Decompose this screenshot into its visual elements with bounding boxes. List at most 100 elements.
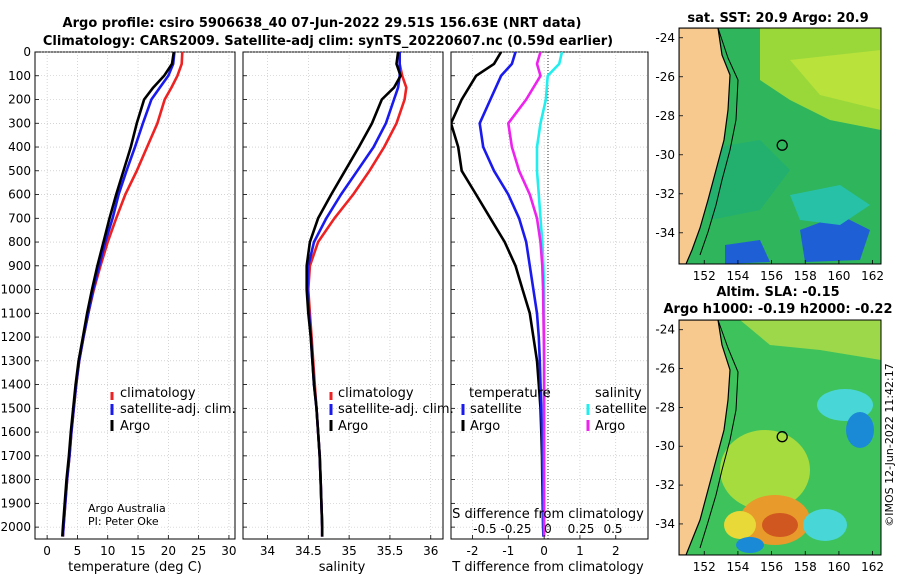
x-tick-label: 10 — [100, 544, 115, 558]
x-tick-label: 2 — [612, 544, 620, 558]
map-y-tick-label: -34 — [655, 517, 675, 531]
legend-climatology: climatology — [338, 386, 414, 401]
land-australia — [679, 320, 731, 555]
legend-climatology: climatology — [120, 386, 196, 401]
map-x-tick-label: 154 — [726, 560, 749, 574]
top-tick: -0.25 — [500, 522, 531, 536]
sst-map-title: sat. SST: 20.9 Argo: 20.9 — [687, 11, 868, 26]
map-y-tick-label: -24 — [655, 31, 675, 45]
sla-peak — [762, 513, 798, 537]
sla-high-region — [740, 320, 881, 360]
x-tick-label: 36 — [423, 544, 438, 558]
sla-high-region — [724, 511, 756, 539]
legend-temperature-title: temperature — [469, 386, 551, 401]
map-y-tick-label: -30 — [655, 439, 675, 453]
sla-low-region — [736, 537, 764, 553]
sst-map: sat. SST: 20.9 Argo: 20.9 152 154 156 158 16… — [655, 11, 884, 283]
salinity-series-argo — [305, 52, 402, 537]
map-y-tick-label: -34 — [655, 226, 675, 240]
difference-xlabel: T difference from climatology — [451, 560, 644, 575]
y-tick-label: 1200 — [0, 330, 31, 344]
top-tick: 0.5 — [603, 522, 622, 536]
y-tick-label: 1400 — [0, 378, 31, 392]
map-y-tick-label: -26 — [655, 70, 675, 84]
legend-satellite-adj: satellite-adj. clim. — [338, 402, 454, 417]
map-x-tick-label: 162 — [861, 560, 884, 574]
map-y-tick-label: -30 — [655, 148, 675, 162]
legend-salinity-title: salinity — [595, 386, 642, 401]
difference-top-ticks: -0.5 -0.25 0 0.25 0.5 — [473, 522, 622, 536]
legend-argo: Argo — [120, 419, 150, 434]
header-line2: Climatology: CARS2009. Satellite-adj cli… — [43, 34, 613, 49]
sla-low-region — [803, 509, 847, 541]
y-tick-label: 1500 — [0, 401, 31, 415]
map-x-tick-label: 160 — [827, 269, 850, 283]
map-x-tick-label: 156 — [760, 560, 783, 574]
top-tick: -0.5 — [473, 522, 496, 536]
sla-high-region — [720, 430, 810, 510]
map-x-tick-label: 158 — [794, 560, 817, 574]
map-x-tick-label: 156 — [760, 269, 783, 283]
map-x-tick-label: 160 — [827, 560, 850, 574]
sla-low-region — [846, 412, 874, 448]
y-tick-label: 1800 — [0, 473, 31, 487]
y-tick-label: 1300 — [0, 354, 31, 368]
x-tick-label: 0 — [43, 544, 51, 558]
y-tick-label: 800 — [8, 235, 31, 249]
map-y-tick-label: -32 — [655, 478, 675, 492]
annotation-pi: PI: Peter Oke — [88, 515, 159, 528]
x-tick-label: 34.5 — [295, 544, 322, 558]
y-tick-label: 700 — [8, 211, 31, 225]
sla-map-title-2: Argo h1000: -0.19 h2000: -0.22 — [663, 302, 892, 317]
x-tick-label: 1 — [576, 544, 584, 558]
temperature-legend: climatology satellite-adj. clim. Argo — [110, 386, 236, 434]
sst-cold-eddy — [725, 240, 770, 264]
x-tick-label: 25 — [191, 544, 206, 558]
y-tick-label: 300 — [8, 116, 31, 130]
temperature-panel: 0100200300400500600700800900100011001200… — [0, 45, 236, 575]
argo-float-marker — [776, 139, 788, 151]
map-y-tick-label: -28 — [655, 109, 675, 123]
sst-warm-region — [790, 50, 881, 110]
contour-line — [699, 320, 739, 549]
temperature-legend: temperature satellite Argo — [461, 386, 551, 434]
salinity-legend: climatology satellite-adj. clim. Argo — [329, 386, 454, 434]
sst-cool-region — [700, 140, 790, 220]
x-tick-label: 20 — [161, 544, 176, 558]
map-y-tick-label: -28 — [655, 400, 675, 414]
legend-temp-satellite: satellite — [470, 402, 522, 417]
temperature-xlabel: temperature (deg C) — [68, 560, 202, 575]
y-tick-label: 0 — [23, 45, 31, 59]
header-line1: Argo profile: csiro 5906638_40 07-Jun-20… — [63, 16, 582, 31]
legend-satellite-adj: satellite-adj. clim. — [120, 402, 236, 417]
top-tick: 0.25 — [568, 522, 595, 536]
temperature-series-climatology — [61, 52, 184, 537]
y-tick-label: 1100 — [0, 306, 31, 320]
y-tick-label: 1000 — [0, 283, 31, 297]
x-tick-label: 30 — [221, 544, 236, 558]
sst-cold-eddy — [800, 215, 870, 262]
salinity-series-climatology — [306, 52, 408, 537]
legend-argo: Argo — [338, 419, 368, 434]
top-tick: 0 — [544, 522, 552, 536]
legend-sal-satellite: satellite — [595, 402, 647, 417]
x-tick-label: 0 — [540, 544, 548, 558]
imos-credit: ©IMOS 12-Jun-2022 11:42:17 — [883, 363, 896, 527]
y-tick-label: 100 — [8, 69, 31, 83]
y-tick-label: 500 — [8, 164, 31, 178]
map-x-tick-label: 162 — [861, 269, 884, 283]
sla-map: Altim. SLA: -0.15 Argo h1000: -0.19 h200… — [655, 285, 892, 574]
annotation-argo-australia: Argo Australia — [88, 502, 166, 515]
map-x-tick-label: 158 — [794, 269, 817, 283]
map-y-tick-label: -32 — [655, 187, 675, 201]
x-tick-label: 35.5 — [377, 544, 404, 558]
y-tick-label: 1900 — [0, 496, 31, 510]
y-tick-label: 1700 — [0, 449, 31, 463]
y-tick-label: 2000 — [0, 520, 31, 534]
y-tick-label: 600 — [8, 188, 31, 202]
difference-series-temperature-satellite — [478, 52, 545, 537]
difference-panel: -2 -1 0 1 2 T difference from climatology S … — [450, 51, 649, 575]
salinity-series-satellite-adj-clim- — [306, 52, 402, 537]
x-tick-label: -2 — [467, 544, 479, 558]
